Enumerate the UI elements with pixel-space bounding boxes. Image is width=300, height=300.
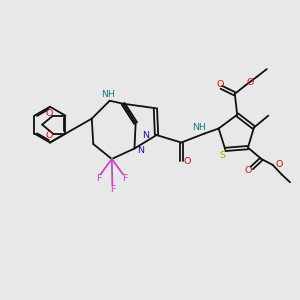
- Text: F: F: [96, 174, 102, 183]
- Text: N: N: [137, 146, 144, 154]
- Text: S: S: [220, 151, 226, 160]
- Text: N: N: [193, 122, 200, 131]
- Text: O: O: [184, 157, 191, 166]
- Text: F: F: [110, 185, 115, 194]
- Text: H: H: [199, 122, 205, 131]
- Text: N: N: [142, 131, 149, 140]
- Text: O: O: [275, 160, 282, 169]
- Text: H: H: [107, 90, 114, 99]
- Text: F: F: [122, 174, 127, 183]
- Text: O: O: [244, 167, 252, 176]
- Text: O: O: [46, 131, 53, 140]
- Text: N: N: [101, 90, 108, 99]
- Text: O: O: [46, 109, 53, 118]
- Text: O: O: [247, 78, 254, 87]
- Text: O: O: [216, 80, 224, 89]
